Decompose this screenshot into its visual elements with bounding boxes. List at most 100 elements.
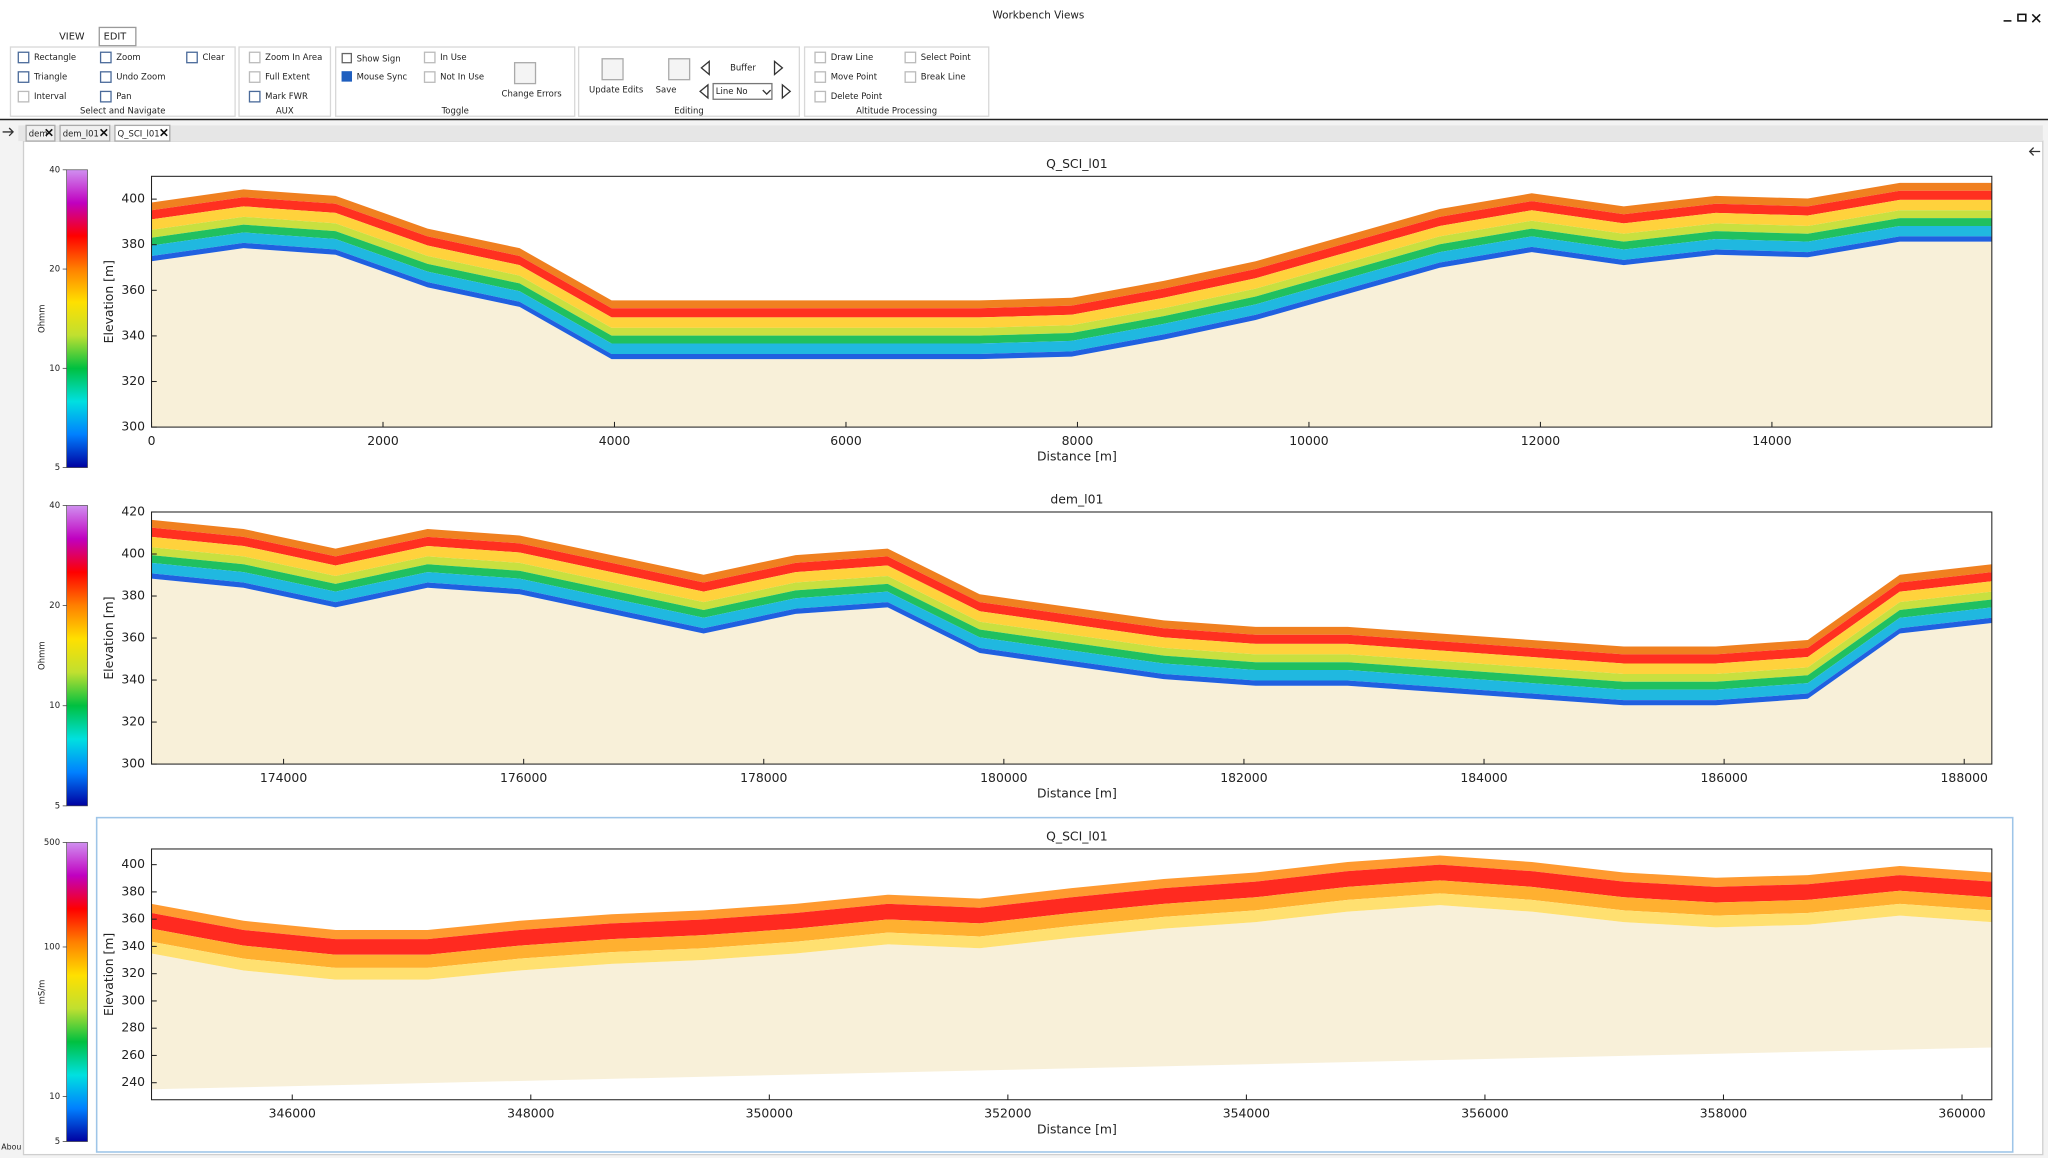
colorbar-tick-label: 10 xyxy=(49,700,60,710)
ribbon-button-label[interactable]: Break Line xyxy=(921,72,966,82)
doc-tab-close[interactable] xyxy=(160,128,168,137)
colorbar xyxy=(66,842,88,1142)
x-tick-label: 348000 xyxy=(507,1106,554,1121)
ribbon-button-label[interactable]: Interval xyxy=(34,91,66,101)
section-layer xyxy=(151,562,1992,701)
ribbon-button-label[interactable]: Buffer xyxy=(730,62,756,72)
button-icon xyxy=(668,58,691,81)
ribbon-button-label[interactable]: Show Sign xyxy=(357,53,401,63)
doc-tab[interactable] xyxy=(59,124,111,142)
ribbon-button-label[interactable]: Undo Zoom xyxy=(116,72,165,82)
y-tick-label: 380 xyxy=(121,883,145,898)
y-tick-label: 400 xyxy=(121,191,145,206)
panel-arrow-right[interactable] xyxy=(2028,147,2041,156)
button-icon xyxy=(99,71,112,83)
ribbon-button-label[interactable]: Triangle xyxy=(33,72,67,82)
close-button[interactable] xyxy=(2031,13,2041,23)
doc-tab-label[interactable]: Q_SCI_l01 xyxy=(118,128,160,138)
ribbon-button-label[interactable]: Pan xyxy=(116,91,131,101)
y-axis-label: Elevation [m] xyxy=(101,260,116,343)
y-axis-label: Elevation [m] xyxy=(101,933,116,1016)
dropdown[interactable] xyxy=(712,82,773,100)
x-tick-label: 352000 xyxy=(984,1106,1031,1121)
y-tick-label: 380 xyxy=(121,588,145,603)
x-tick-label: 2000 xyxy=(367,433,399,448)
doc-tab-close[interactable] xyxy=(100,128,108,137)
button-icon xyxy=(904,71,917,83)
x-tick-label: 360000 xyxy=(1938,1106,1985,1121)
ribbon-button-label[interactable]: Save xyxy=(656,85,677,95)
y-axis-label: Elevation [m] xyxy=(101,596,116,679)
panel-arrow-left[interactable] xyxy=(2,127,14,137)
button-icon xyxy=(904,51,917,64)
doc-tab[interactable] xyxy=(25,124,56,142)
ribbon-tab[interactable]: VIEW xyxy=(59,32,85,43)
ribbon-button-label[interactable]: Mark FWR xyxy=(265,91,308,101)
colorbar xyxy=(66,169,88,468)
button-icon xyxy=(248,71,261,83)
ribbon-button-label[interactable]: Delete Point xyxy=(831,91,883,101)
ribbon-button-label[interactable]: Mouse Sync xyxy=(357,72,408,82)
ribbon-button-label[interactable]: Update Edits xyxy=(589,85,643,95)
plot-frame xyxy=(150,848,1993,1101)
checkbox[interactable] xyxy=(341,71,353,82)
dropdown-chevron xyxy=(762,89,772,95)
doc-tab-label[interactable]: dem xyxy=(29,128,48,138)
y-tick-label: 320 xyxy=(121,373,145,388)
ribbon-button-label[interactable]: Move Point xyxy=(831,72,878,82)
ribbon-button-label[interactable]: Zoom In Area xyxy=(265,52,322,62)
x-tick-label: 180000 xyxy=(980,770,1027,785)
button-icon xyxy=(186,51,198,64)
buffer-arrow[interactable] xyxy=(700,59,710,76)
buffer-arrow[interactable] xyxy=(773,59,784,76)
line-arrow[interactable] xyxy=(781,83,792,100)
y-tick-label: 360 xyxy=(121,630,145,645)
ribbon-background xyxy=(0,0,2048,121)
ribbon-group xyxy=(335,46,576,117)
ribbon-button-label[interactable]: Line No xyxy=(716,86,748,96)
ribbon-button-label[interactable]: Not In Use xyxy=(440,72,484,82)
window-controls[interactable] xyxy=(2003,13,2041,23)
button-icon xyxy=(99,51,112,64)
colorbar-tick-label: 10 xyxy=(49,363,60,373)
ribbon-button-label[interactable]: Full Extent xyxy=(265,72,310,82)
section-layer xyxy=(151,536,1992,674)
doc-tab[interactable] xyxy=(114,124,171,142)
button-icon xyxy=(814,51,827,64)
ribbon-tab[interactable]: EDIT xyxy=(104,32,127,43)
button-icon xyxy=(814,90,827,103)
selected-panel-frame xyxy=(95,816,2014,1153)
button-icon xyxy=(99,90,112,103)
ribbon-button-label[interactable]: Rectangle xyxy=(34,52,76,62)
restore-button[interactable] xyxy=(2017,13,2027,22)
x-tick-label: 174000 xyxy=(260,770,307,785)
ribbon-group-label: AUX xyxy=(276,106,294,116)
checkbox[interactable] xyxy=(341,52,353,64)
button-icon xyxy=(17,51,30,64)
y-tick-label: 320 xyxy=(121,965,145,980)
ribbon-button-label[interactable]: Zoom xyxy=(116,52,140,62)
ribbon-group-label: Toggle xyxy=(441,106,469,116)
button-icon xyxy=(248,51,261,64)
doc-tab-label[interactable]: dem_l01 xyxy=(63,128,99,138)
ribbon-group-label: Select and Navigate xyxy=(80,106,165,116)
section-layer xyxy=(151,547,1992,682)
section-layer xyxy=(151,527,1992,664)
ribbon-button-label[interactable]: Draw Line xyxy=(831,52,873,62)
x-axis-label: Distance [m] xyxy=(1037,449,1117,464)
colorbar-label: Ohmm xyxy=(36,641,46,670)
ribbon-button-label[interactable]: Select Point xyxy=(921,52,972,62)
y-tick-label: 300 xyxy=(121,756,145,771)
doc-tab-close[interactable] xyxy=(45,128,53,137)
line-arrow[interactable] xyxy=(699,83,709,100)
ribbon-button-label[interactable]: Change Errors xyxy=(502,89,562,99)
x-axis-label: Distance [m] xyxy=(1037,786,1117,801)
plot-title: Q_SCI_l01 xyxy=(1046,829,1108,844)
ribbon-button-label[interactable]: In Use xyxy=(440,52,466,62)
colorbar-tick-label: 5 xyxy=(55,462,60,472)
y-tick-label: 300 xyxy=(121,992,145,1007)
colorbar-tick-label: 40 xyxy=(49,500,60,510)
y-tick-label: 280 xyxy=(121,1020,145,1035)
y-tick-label: 340 xyxy=(121,938,145,953)
ribbon-button-label[interactable]: Clear xyxy=(202,52,225,62)
